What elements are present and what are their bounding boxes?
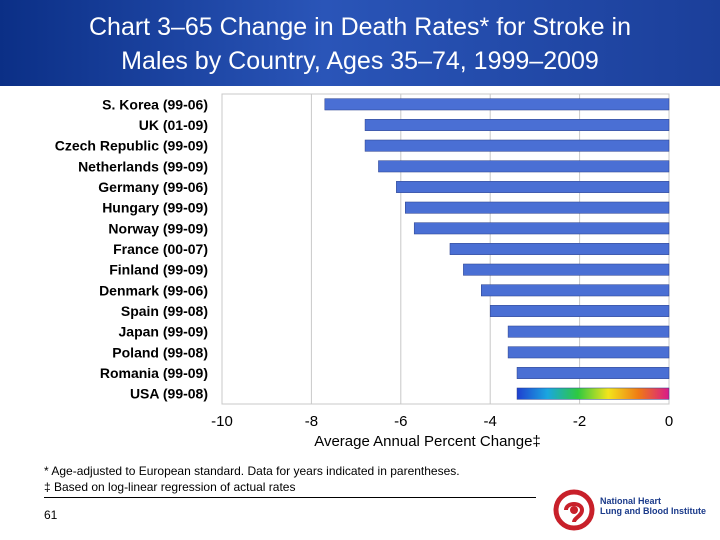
category-label: Denmark (99-06) bbox=[99, 282, 208, 298]
nhlbi-logo-text: National Heart Lung and Blood Institute bbox=[600, 496, 710, 516]
x-tick-labels: -10 -8 -6 -4 -2 0 bbox=[211, 413, 673, 430]
bar bbox=[364, 119, 670, 131]
category-label: UK (01-09) bbox=[139, 117, 208, 133]
bar bbox=[507, 346, 670, 359]
x-tick-label: -8 bbox=[305, 413, 318, 430]
category-label: Czech Republic (99-09) bbox=[55, 138, 208, 154]
bar bbox=[507, 325, 670, 338]
category-labels: S. Korea (99-06) UK (01-09) Czech Republic… bbox=[55, 96, 208, 401]
bar bbox=[516, 387, 670, 400]
category-label: Norway (99-09) bbox=[108, 220, 208, 236]
x-axis-title: Average Annual Percent Change‡ bbox=[314, 433, 541, 450]
logo-line-1: National Heart bbox=[600, 496, 662, 506]
x-tick-label: -10 bbox=[211, 413, 233, 430]
bar bbox=[405, 201, 670, 214]
category-label: Romania (99-09) bbox=[100, 365, 208, 381]
category-label: Germany (99-06) bbox=[98, 179, 208, 195]
footnote-divider bbox=[44, 497, 536, 498]
footnote-2: ‡ Based on log-linear regression of actu… bbox=[44, 480, 296, 494]
nhlbi-logo: National Heart Lung and Blood Institute bbox=[552, 488, 712, 534]
bar bbox=[324, 98, 670, 111]
bar bbox=[378, 160, 670, 173]
page-number: 61 bbox=[44, 508, 58, 522]
bar bbox=[516, 367, 670, 379]
bar bbox=[413, 222, 670, 235]
bar bbox=[364, 139, 670, 152]
title-line-1: Chart 3–65 Change in Death Rates* for St… bbox=[89, 13, 631, 41]
chart-title: Chart 3–65 Change in Death Rates* for St… bbox=[0, 10, 720, 78]
category-label: Hungary (99-09) bbox=[102, 200, 208, 216]
bar-chart: S. Korea (99-06) UK (01-09) Czech Republic… bbox=[55, 93, 673, 450]
title-line-2: Males by Country, Ages 35–74, 1999–2009 bbox=[121, 47, 599, 75]
nhlbi-logo-mark-icon bbox=[553, 489, 595, 531]
footnote-1: * Age-adjusted to European standard. Dat… bbox=[44, 464, 460, 478]
category-label: Netherlands (99-09) bbox=[78, 158, 208, 174]
x-tick-label: -6 bbox=[394, 413, 407, 430]
title-bar: Chart 3–65 Change in Death Rates* for St… bbox=[0, 0, 720, 86]
category-label: USA (99-08) bbox=[130, 386, 208, 402]
x-tick-label: -4 bbox=[484, 413, 497, 430]
category-label: Spain (99-08) bbox=[121, 303, 208, 319]
category-label: S. Korea (99-06) bbox=[102, 96, 208, 112]
x-tick-label: 0 bbox=[665, 413, 673, 430]
bar bbox=[449, 243, 670, 255]
x-tick-label: -2 bbox=[573, 413, 586, 430]
bar bbox=[489, 305, 670, 317]
bar bbox=[396, 181, 670, 193]
category-label: Finland (99-09) bbox=[109, 262, 208, 278]
footnotes: * Age-adjusted to European standard. Dat… bbox=[44, 463, 460, 495]
logo-line-2: Lung and Blood Institute bbox=[600, 506, 706, 516]
bar bbox=[481, 284, 670, 297]
category-label: France (00-07) bbox=[113, 241, 208, 257]
bar bbox=[463, 263, 670, 276]
category-label: Poland (99-08) bbox=[112, 344, 208, 360]
category-label: Japan (99-09) bbox=[119, 324, 208, 340]
bars bbox=[324, 98, 670, 400]
